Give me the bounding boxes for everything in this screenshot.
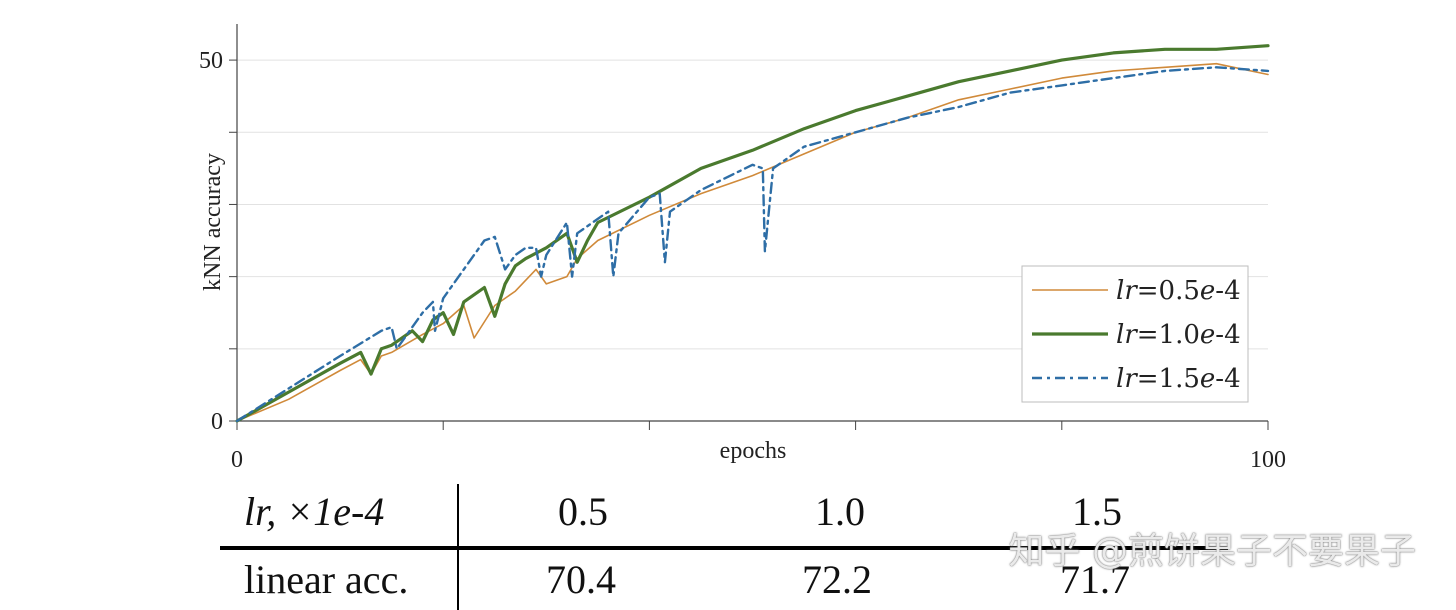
legend-entry: lr=1.0e-4 bbox=[1116, 320, 1241, 350]
table-row-value: 70.4 bbox=[546, 557, 616, 602]
table-row-value: 72.2 bbox=[802, 557, 872, 602]
series-line-1 bbox=[236, 62, 1269, 422]
y-axis-label: kNN accuracy bbox=[200, 153, 226, 291]
table-column-divider bbox=[457, 484, 459, 610]
series-layer bbox=[235, 44, 1270, 423]
y-tick-label: 0 bbox=[211, 409, 223, 435]
table-header-value: 0.5 bbox=[558, 489, 608, 534]
x-tick-label: 100 bbox=[1250, 447, 1286, 473]
watermark: 知乎 @煎饼果子不要果子 bbox=[1008, 531, 1416, 572]
y-tick-label: 50 bbox=[199, 48, 223, 74]
table-header-value: 1.0 bbox=[815, 489, 865, 534]
x-tick-label: 0 bbox=[231, 447, 243, 473]
table-row-value: 71.7 bbox=[1060, 557, 1130, 602]
table-header-label: lr, ×1e-4 bbox=[244, 489, 385, 534]
legend-entry: lr=0.5e-4 bbox=[1116, 276, 1241, 306]
legend-entry: lr=1.5e-4 bbox=[1116, 364, 1241, 394]
series-line-3 bbox=[235, 66, 1270, 423]
table-rule bbox=[220, 546, 1228, 550]
legend: lr=0.5e-4 lr=1.0e-4 lr=1.5e-4 bbox=[1021, 265, 1249, 403]
axes-layer: 0 50 0 100 bbox=[199, 24, 1286, 473]
results-table: lr, ×1e-4 0.5 1.0 1.5 linear acc. 70.4 7… bbox=[0, 478, 1456, 610]
table-header-value: 1.5 bbox=[1072, 489, 1122, 534]
table-row-label: linear acc. bbox=[244, 557, 409, 602]
x-axis-label: epochs bbox=[720, 438, 787, 464]
knn-accuracy-chart: 0 50 0 100 lr=0.5e-4 lr=1.0e-4 lr=1.5e-4 epoc… bbox=[199, 24, 1286, 473]
